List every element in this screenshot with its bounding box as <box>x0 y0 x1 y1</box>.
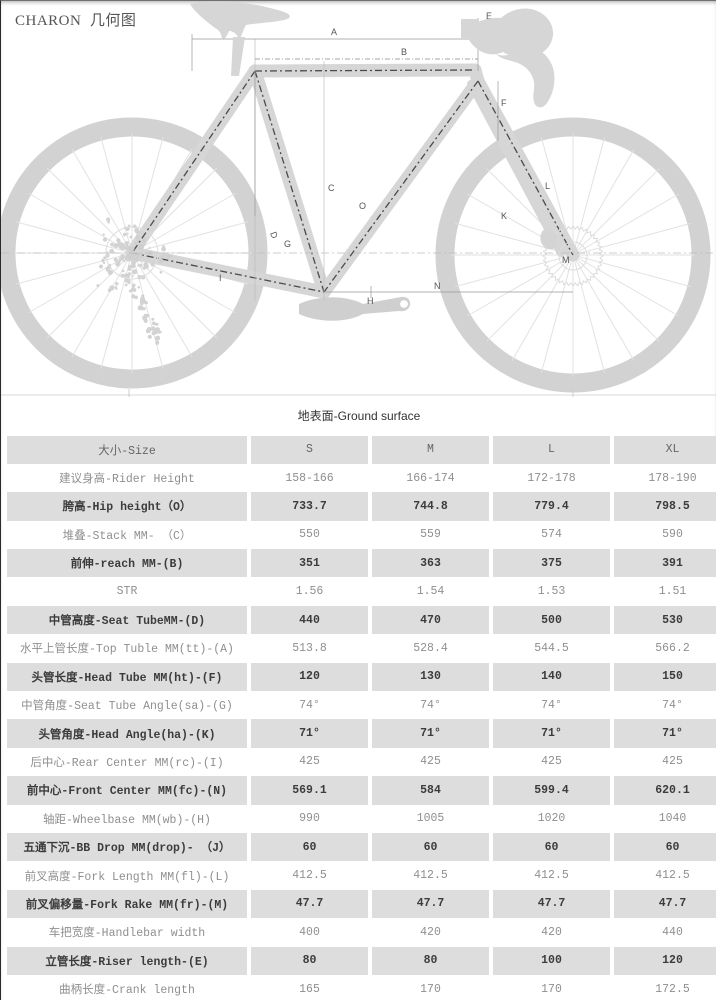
svg-text:I: I <box>219 273 222 283</box>
svg-text:M: M <box>562 255 570 265</box>
svg-text:L: L <box>545 181 550 191</box>
svg-text:F: F <box>501 98 507 108</box>
svg-text:C: C <box>328 183 335 193</box>
svg-text:D: D <box>268 230 280 240</box>
svg-text:A: A <box>331 27 337 37</box>
svg-text:G: G <box>284 239 291 249</box>
svg-text:N: N <box>434 281 441 291</box>
svg-text:O: O <box>359 201 366 211</box>
svg-text:K: K <box>501 211 507 221</box>
svg-text:B: B <box>401 47 407 57</box>
svg-text:H: H <box>367 296 374 306</box>
